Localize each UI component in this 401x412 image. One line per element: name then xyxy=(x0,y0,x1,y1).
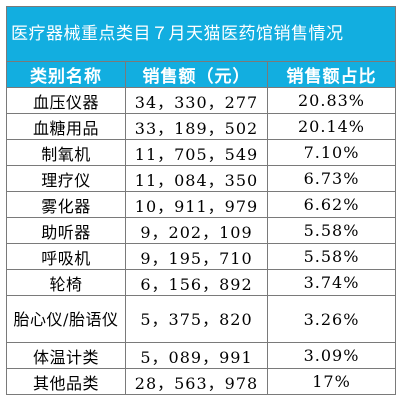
category-cell: 雾化器 xyxy=(6,191,126,218)
sales-cell: 34，330，277 xyxy=(125,87,268,114)
header-share: 销售额占比 xyxy=(266,61,397,88)
sales-cell: 9，195，710 xyxy=(125,243,268,270)
share-cell: 20.83% xyxy=(266,87,397,114)
share-cell: 20.14% xyxy=(266,113,397,140)
table-title: 医疗器械重点类目７月天猫医药馆销售情况 xyxy=(5,6,397,62)
category-cell: 轮椅 xyxy=(6,269,126,296)
table-row: 胎心仪/胎语仪 5，375，820 3.26% xyxy=(6,295,397,343)
share-cell: 17% xyxy=(266,368,397,395)
sales-cell: 28，563，978 xyxy=(125,368,268,395)
category-cell: 胎心仪/胎语仪 xyxy=(6,295,126,343)
category-cell: 助听器 xyxy=(6,217,126,244)
share-cell: 3.26% xyxy=(266,295,397,343)
category-cell: 血糖用品 xyxy=(6,113,126,140)
share-cell: 5.58% xyxy=(266,217,397,244)
header-category: 类别名称 xyxy=(6,61,126,88)
header-sales: 销售额（元） xyxy=(125,61,268,88)
share-cell: 3.74% xyxy=(266,269,397,296)
table-row: 其他品类 28，563，978 17% xyxy=(6,368,397,395)
share-cell: 3.09% xyxy=(266,342,397,369)
sales-table: 医疗器械重点类目７月天猫医药馆销售情况 类别名称 销售额（元） 销售额占比 血压… xyxy=(5,6,397,395)
category-cell: 其他品类 xyxy=(6,368,126,395)
table-row: 血糖用品 33，189，502 20.14% xyxy=(6,113,397,140)
sales-cell: 11，705，549 xyxy=(125,139,268,166)
sales-cell: 5，375，820 xyxy=(125,295,268,343)
sales-cell: 6，156，892 xyxy=(125,269,268,296)
sales-cell: 11，084，350 xyxy=(125,165,268,192)
header-row: 类别名称 销售额（元） 销售额占比 xyxy=(6,61,397,88)
share-cell: 7.10% xyxy=(266,139,397,166)
table-row: 助听器 9，202，109 5.58% xyxy=(6,217,397,244)
table-row: 体温计类 5，089，991 3.09% xyxy=(6,342,397,369)
category-cell: 体温计类 xyxy=(6,342,126,369)
table-row: 轮椅 6，156，892 3.74% xyxy=(6,269,397,296)
table-row: 血压仪器 34，330，277 20.83% xyxy=(6,87,397,114)
category-cell: 血压仪器 xyxy=(6,87,126,114)
table-row: 制氧机 11，705，549 7.10% xyxy=(6,139,397,166)
table-row: 理疗仪 11，084，350 6.73% xyxy=(6,165,397,192)
table-row: 呼吸机 9，195，710 5.58% xyxy=(6,243,397,270)
category-cell: 制氧机 xyxy=(6,139,126,166)
sales-cell: 9，202，109 xyxy=(125,217,268,244)
sales-cell: 10，911，979 xyxy=(125,191,268,218)
sales-cell: 5，089，991 xyxy=(125,342,268,369)
category-cell: 呼吸机 xyxy=(6,243,126,270)
category-cell: 理疗仪 xyxy=(6,165,126,192)
table-row: 雾化器 10，911，979 6.62% xyxy=(6,191,397,218)
sales-cell: 33，189，502 xyxy=(125,113,268,140)
share-cell: 6.62% xyxy=(266,191,397,218)
share-cell: 5.58% xyxy=(266,243,397,270)
share-cell: 6.73% xyxy=(266,165,397,192)
sales-table-container: 医疗器械重点类目７月天猫医药馆销售情况 类别名称 销售额（元） 销售额占比 血压… xyxy=(5,6,397,395)
